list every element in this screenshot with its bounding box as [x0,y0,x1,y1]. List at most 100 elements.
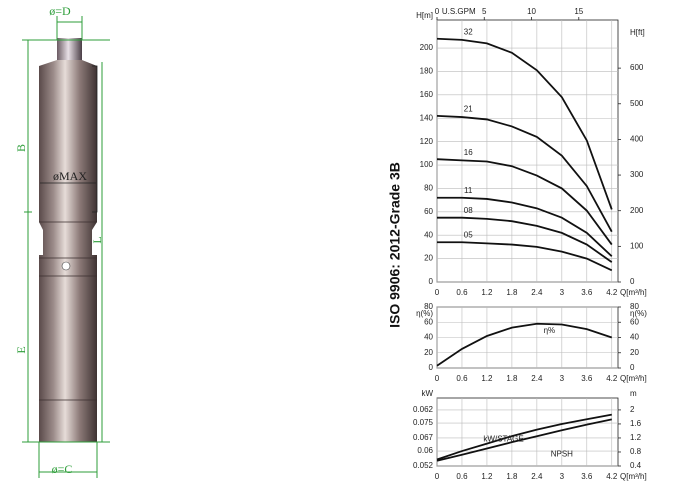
y2-tick-label: 500 [630,99,644,108]
y2-tick-label: 1.2 [630,433,642,442]
x-tick-label: 0.6 [456,374,468,383]
x-tick-label: 4.2 [606,288,618,297]
y-tick-label: 140 [420,113,434,122]
dimension-label: ø=C [52,462,73,476]
x-tick-label: 0 [435,288,440,297]
x-tick-label: 1.8 [506,472,518,481]
curve-label: 11 [464,186,473,195]
x2-tick-label: 0 [435,7,440,16]
curve [436,158,613,246]
curve [437,241,613,272]
curve-label: kW/STAGE [483,434,523,443]
y-tick-label: 20 [424,348,433,357]
y2-tick-label: 80 [630,302,639,311]
x-tick-label: 1.8 [506,374,518,383]
y2-tick-label: 400 [630,135,644,144]
y2-axis-label: m [630,389,637,398]
y2-tick-label: 300 [630,170,644,179]
dimension-label: ø=D [49,4,71,18]
x-tick-label: 2.4 [531,374,543,383]
x-tick-label: 3.6 [581,374,593,383]
x-tick-label: 1.2 [481,472,493,481]
x-tick-label: 1.2 [481,288,493,297]
y-tick-label: 0.052 [413,461,434,470]
x2-axis-label: U.S.GPM [442,7,476,16]
pump-waist [39,212,97,255]
curve-label: 32 [464,27,473,36]
x-tick-label: 3 [560,472,565,481]
pump-motor [39,60,97,212]
curve [436,322,613,367]
pump-body [39,255,97,400]
y2-tick-label: 200 [630,206,644,215]
x-tick-label: 3.6 [581,288,593,297]
y-tick-label: 0 [429,363,434,372]
x-tick-label: 2.4 [531,472,543,481]
dimension-label: E [14,346,28,353]
x-tick-label: 3 [560,288,565,297]
x-tick-label: 0 [435,374,440,383]
y-tick-label: 60 [424,317,433,326]
x-axis-label: Q[m³/h] [620,288,647,297]
y2-tick-label: 0.4 [630,461,642,470]
y2-tick-label: 20 [630,348,639,357]
x-tick-label: 3 [560,374,565,383]
y-tick-label: 0.062 [413,405,434,414]
x-tick-label: 0.6 [456,472,468,481]
curve [437,196,613,257]
y-axis-label: kW [421,389,433,398]
pump-base [39,400,97,442]
x-tick-label: 4.2 [606,374,618,383]
dimension-label: øMAX [53,169,87,183]
curve-label: 16 [464,148,473,157]
y-axis-label: H[m] [416,11,433,20]
x2-tick-label: 15 [574,7,583,16]
y-tick-label: 0 [429,277,434,286]
y-tick-label: 0.075 [413,418,434,427]
y-tick-label: 120 [420,137,434,146]
pump-neck [57,38,82,60]
y-axis-label: η(%) [416,309,433,318]
x-tick-label: 2.4 [531,288,543,297]
pump-drawing: ø=D B øMAX L E ø=C [14,4,110,478]
x-tick-label: 0 [435,472,440,481]
y2-tick-label: 600 [630,63,644,72]
y2-tick-label: 40 [630,333,639,342]
y-tick-label: 60 [424,207,433,216]
y-tick-label: 200 [420,43,434,52]
y2-tick-label: 0.8 [630,447,642,456]
y-tick-label: 20 [424,254,433,263]
y2-tick-label: 60 [630,317,639,326]
x-tick-label: 1.2 [481,374,493,383]
x2-tick-label: 5 [482,7,487,16]
y2-tick-label: 0 [630,363,635,372]
y-tick-label: 40 [424,230,433,239]
y2-axis-label: η(%) [630,309,647,318]
curve [436,413,612,461]
y2-tick-label: 1.6 [630,419,642,428]
y2-axis-label: H[ft] [630,28,645,37]
y-tick-label: 40 [424,333,433,342]
y2-tick-label: 2 [630,405,635,414]
y-tick-label: 80 [424,302,433,311]
x-tick-label: 0.6 [456,288,468,297]
y2-tick-label: 0 [630,277,635,286]
y-tick-label: 100 [420,160,434,169]
dimension-label: B [14,144,28,152]
curve [436,115,613,233]
page-title: ISO 9906: 2012-Grade 3B [387,162,403,328]
y-tick-label: 0.06 [417,446,433,455]
dimension-line [92,65,98,213]
x2-tick-label: 10 [527,7,536,16]
x-tick-label: 4.2 [606,472,618,481]
curve [437,216,613,263]
y2-tick-label: 100 [630,241,644,250]
y-tick-label: 180 [420,67,434,76]
curve [436,37,613,210]
x-axis-label: Q[m³/h] [620,374,647,383]
y-tick-label: 160 [420,90,434,99]
curve-label: η% [544,326,556,335]
pump-hole [61,261,71,271]
curve-label: 21 [464,105,473,114]
